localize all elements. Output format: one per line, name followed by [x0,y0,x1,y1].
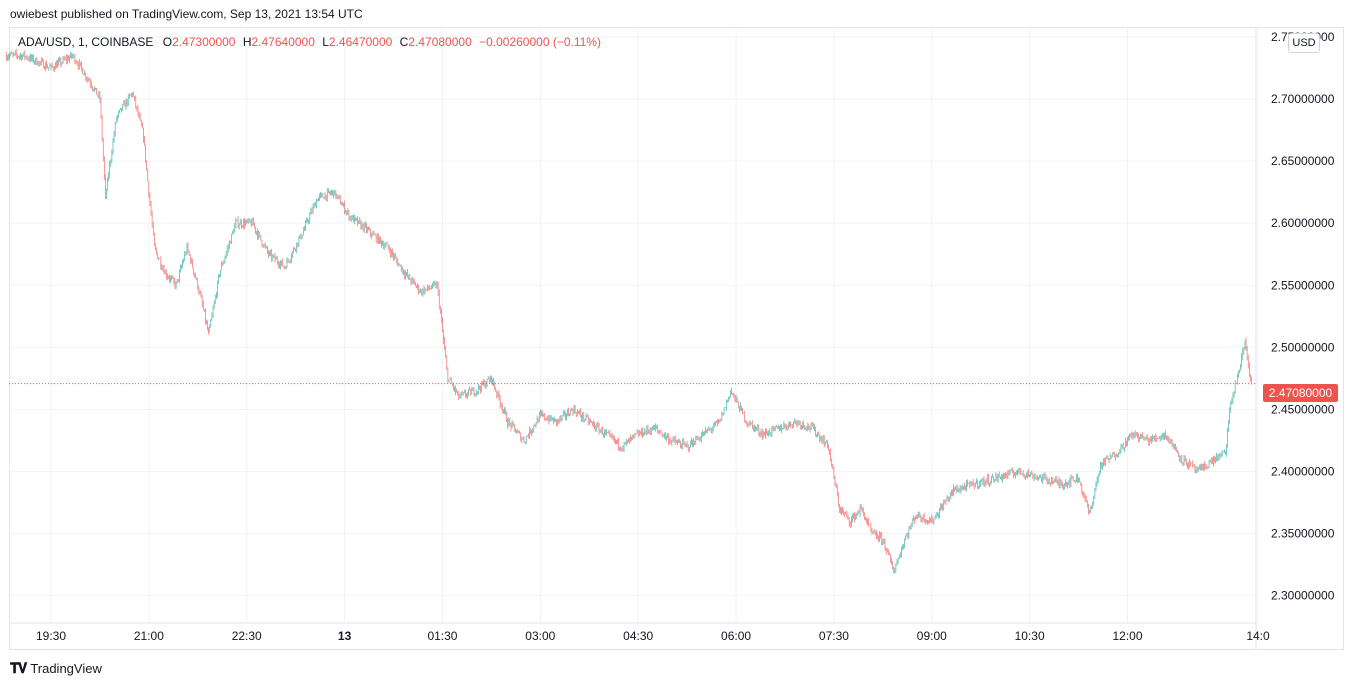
chart-grid [9,27,1259,623]
x-tick-label: 01:30 [427,629,457,643]
high-label: H [242,35,252,49]
open-value: 2.47300000 [172,35,236,49]
tradingview-mark-icon: 𝐓𝐕 [10,660,27,676]
x-tick-label: 06:00 [721,629,751,643]
x-tick-label: 09:00 [917,629,947,643]
y-tick-label: 2.40000000 [1271,465,1335,479]
y-tick-label: 2.30000000 [1271,589,1335,603]
low-value: 2.46470000 [328,35,393,49]
x-tick-label: 22:30 [232,629,262,643]
x-tick-label: 04:30 [623,629,653,643]
symbol-label[interactable]: ADA/USD, 1, COINBASE [18,35,154,49]
ohlc-legend: ADA/USD, 1, COINBASE O2.47300000 H2.4764… [18,35,601,49]
y-tick-label: 2.45000000 [1271,402,1335,416]
x-tick-label: 21:00 [134,629,164,643]
footer-brand-label: TradingView [30,661,102,676]
x-tick-label: 12:00 [1112,629,1142,643]
y-tick-label: 2.60000000 [1271,216,1335,230]
last-price-tag: 2.47080000 [1263,384,1338,402]
currency-button[interactable]: USD [1288,33,1320,53]
change-value: −0.00260000 (−0.11%) [479,35,601,49]
tradingview-logo[interactable]: 𝐓𝐕 TradingView [10,660,102,677]
candles [6,49,1252,574]
y-tick-label: 2.65000000 [1271,154,1335,168]
price-axis: 2.30000000 2.35000000 2.40000000 2.45000000… [1271,30,1335,603]
y-tick-label: 2.55000000 [1271,278,1335,292]
x-tick-label: 10:30 [1015,629,1045,643]
x-tick-label: 19:30 [36,629,66,643]
y-tick-label: 2.70000000 [1271,92,1335,106]
high-value: 2.47640000 [251,35,315,49]
x-tick-label: 03:00 [525,629,555,643]
chart-frame [9,27,1344,650]
y-tick-label: 2.50000000 [1271,340,1335,354]
x-tick-label: 14:0 [1246,629,1270,643]
close-value: 2.47080000 [408,35,472,49]
open-label: O [162,35,173,49]
low-label: L [322,35,329,49]
x-tick-label: 07:30 [819,629,849,643]
close-label: C [399,35,409,49]
x-tick-label: 13 [338,629,352,643]
time-axis: 19:30 21:00 22:30 13 01:30 03:00 04:30 06:00 07:… [36,629,1270,643]
publisher-line: owiebest published on TradingView.com, S… [10,7,363,21]
y-tick-label: 2.35000000 [1271,527,1335,541]
